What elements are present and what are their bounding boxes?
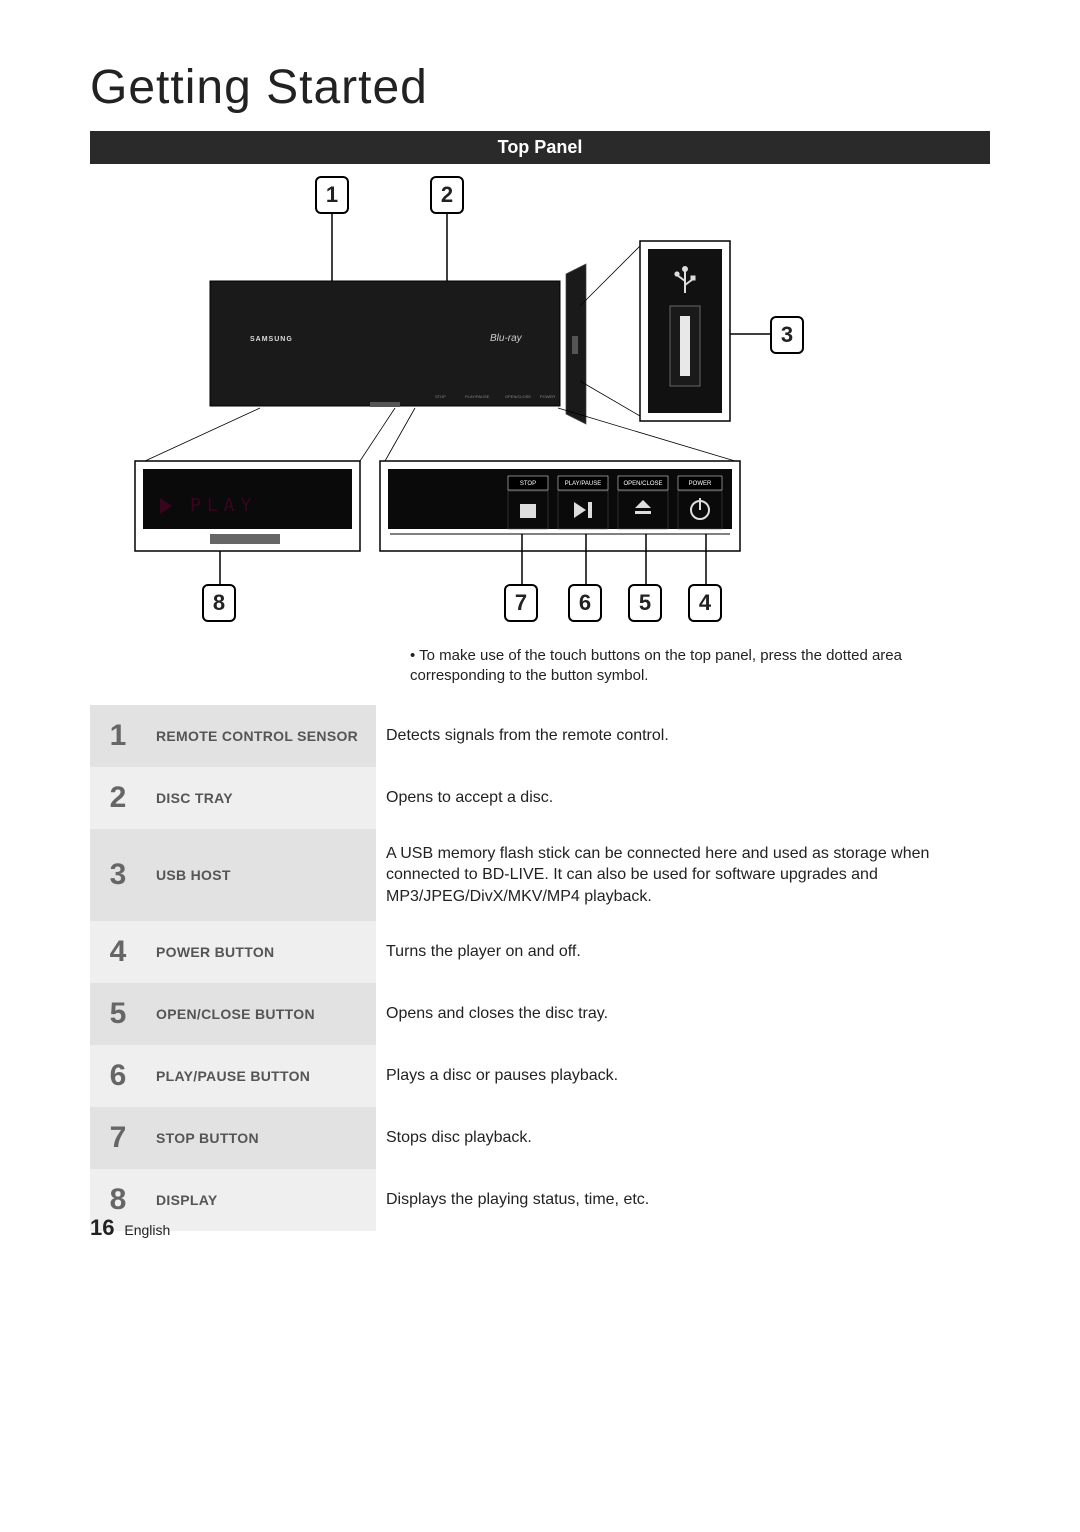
callout-4: 4	[688, 584, 722, 622]
part-number: 2	[90, 767, 146, 829]
part-number: 5	[90, 983, 146, 1045]
callout-1: 1	[315, 176, 349, 214]
svg-text:OPEN/CLOSE: OPEN/CLOSE	[623, 481, 662, 487]
callout-5: 5	[628, 584, 662, 622]
svg-text:STOP: STOP	[435, 394, 446, 399]
part-number: 7	[90, 1107, 146, 1169]
part-name: PLAY/PAUSE BUTTON	[146, 1045, 376, 1107]
svg-text:PLAY/PAUSE: PLAY/PAUSE	[565, 481, 601, 487]
part-description: Displays the playing status, time, etc.	[376, 1169, 990, 1231]
svg-text:POWER: POWER	[689, 481, 712, 487]
table-row: 2DISC TRAYOpens to accept a disc.	[90, 767, 990, 829]
usage-note: To make use of the touch buttons on the …	[90, 646, 990, 687]
part-number: 1	[90, 705, 146, 767]
section-header: Top Panel	[90, 131, 990, 164]
part-number: 3	[90, 829, 146, 922]
part-description: Opens to accept a disc.	[376, 767, 990, 829]
callout-2: 2	[430, 176, 464, 214]
manual-page: Getting Started Top Panel SAMSUNG Blu-ra…	[0, 0, 1080, 1271]
table-row: 8DISPLAYDisplays the playing status, tim…	[90, 1169, 990, 1231]
diagram-svg: SAMSUNG Blu-ray STOP PLAY/PAUSE OPEN/CLO…	[90, 176, 830, 636]
part-name: STOP BUTTON	[146, 1107, 376, 1169]
table-row: 1REMOTE CONTROL SENSORDetects signals fr…	[90, 705, 990, 767]
part-description: Opens and closes the disc tray.	[376, 983, 990, 1045]
bluray-label: Blu-ray	[490, 333, 523, 344]
table-row: 6PLAY/PAUSE BUTTONPlays a disc or pauses…	[90, 1045, 990, 1107]
part-name: OPEN/CLOSE BUTTON	[146, 983, 376, 1045]
brand-label: SAMSUNG	[250, 336, 293, 343]
part-number: 4	[90, 921, 146, 983]
part-name: REMOTE CONTROL SENSOR	[146, 705, 376, 767]
part-number: 6	[90, 1045, 146, 1107]
table-row: 7STOP BUTTONStops disc playback.	[90, 1107, 990, 1169]
footer-language: English	[124, 1222, 170, 1238]
page-number: 16	[90, 1215, 114, 1240]
part-description: A USB memory flash stick can be connecte…	[376, 829, 990, 922]
part-name: DISPLAY	[146, 1169, 376, 1231]
page-title: Getting Started	[90, 60, 990, 115]
part-name: USB HOST	[146, 829, 376, 922]
callout-8: 8	[202, 584, 236, 622]
part-description: Detects signals from the remote control.	[376, 705, 990, 767]
part-name: DISC TRAY	[146, 767, 376, 829]
callout-6: 6	[568, 584, 602, 622]
part-name: POWER BUTTON	[146, 921, 376, 983]
display-text: PLAY	[190, 495, 257, 516]
parts-table: 1REMOTE CONTROL SENSORDetects signals fr…	[90, 705, 990, 1232]
table-row: 5OPEN/CLOSE BUTTONOpens and closes the d…	[90, 983, 990, 1045]
callout-3: 3	[770, 316, 804, 354]
part-description: Stops disc playback.	[376, 1107, 990, 1169]
part-description: Plays a disc or pauses playback.	[376, 1045, 990, 1107]
svg-text:STOP: STOP	[520, 481, 536, 487]
table-row: 4POWER BUTTONTurns the player on and off…	[90, 921, 990, 983]
svg-text:OPEN/CLOSE: OPEN/CLOSE	[505, 394, 531, 399]
table-row: 3USB HOSTA USB memory flash stick can be…	[90, 829, 990, 922]
svg-text:PLAY/PAUSE: PLAY/PAUSE	[465, 394, 490, 399]
svg-text:POWER: POWER	[540, 394, 555, 399]
page-footer: 16 English	[90, 1215, 170, 1241]
top-panel-diagram: SAMSUNG Blu-ray STOP PLAY/PAUSE OPEN/CLO…	[90, 176, 990, 636]
callout-7: 7	[504, 584, 538, 622]
part-description: Turns the player on and off.	[376, 921, 990, 983]
